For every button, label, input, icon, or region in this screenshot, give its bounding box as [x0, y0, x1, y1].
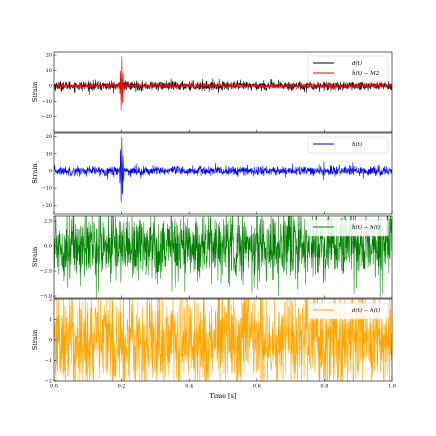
- y-tick-label: −20: [41, 114, 52, 120]
- x-tick-label: 0.8: [320, 384, 328, 390]
- y-tick-label: 20: [46, 134, 52, 140]
- legend-label: h(t): [352, 141, 362, 148]
- panel-second: 20 10 0 −10 −20 Strain h(t): [31, 132, 393, 215]
- axes-frame: [53, 132, 393, 215]
- y-tick-label: 1: [49, 317, 52, 323]
- legend: d(t) − h(t): [307, 302, 389, 320]
- series-line-0: [54, 299, 392, 381]
- series-line-1: [54, 56, 392, 111]
- legend-label: ĥ(t) − M2: [352, 70, 380, 77]
- panel-top: 20 10 0 −10 −20 Strain d(t) ĥ(t) − M2: [31, 51, 393, 133]
- x-tick-label: 0.0: [50, 384, 58, 390]
- y-tick-label: 2: [49, 297, 52, 303]
- y-tick-label: 0: [49, 338, 52, 344]
- panel-bottom: 2 1 0 −1 −20.0 0.2 0.4 0.6 0.8 1.0 Strain d(t) − h(…: [31, 297, 396, 390]
- series-line-0: [54, 137, 392, 203]
- legend-box: [307, 302, 389, 320]
- legend-label: d(t): [352, 60, 362, 67]
- legend-label: d(t) − h(t): [352, 307, 380, 314]
- legend-box: [307, 219, 389, 237]
- y-tick-label: 2.5: [44, 219, 52, 225]
- y-tick-label: −10: [41, 186, 52, 192]
- panel-third: 2.5 0.0 −2.5 −5.0 Strain ĥ(t) − h(t): [31, 215, 393, 300]
- axes-frame: [53, 51, 393, 133]
- y-tick-label: −2: [45, 379, 52, 385]
- x-tick-label: 1.0: [388, 384, 396, 390]
- legend-box: [307, 55, 389, 83]
- y-axis-label: Strain: [31, 163, 39, 183]
- legend: d(t) ĥ(t) − M2: [307, 55, 389, 83]
- y-tick-label: −1: [45, 358, 52, 364]
- y-tick-label: −2.5: [40, 269, 52, 275]
- legend-box: [307, 136, 389, 154]
- y-axis-label: Strain: [31, 247, 39, 267]
- axes-frame: [53, 215, 393, 299]
- x-axis-label: Time [s]: [210, 392, 237, 400]
- x-tick-label: 0.2: [118, 384, 126, 390]
- y-tick-label: −10: [41, 99, 52, 105]
- x-tick-label: 0.6: [253, 384, 261, 390]
- y-tick-label: 0.0: [44, 244, 52, 250]
- y-tick-label: −5.0: [40, 294, 52, 300]
- series-line-0: [54, 216, 392, 298]
- legend: ĥ(t) − h(t): [307, 219, 389, 237]
- y-tick-label: 20: [46, 53, 52, 59]
- legend-label: ĥ(t) − h(t): [352, 224, 380, 231]
- y-axis-label: Strain: [31, 330, 39, 350]
- legend: h(t): [307, 136, 389, 154]
- y-tick-label: −20: [41, 203, 52, 209]
- y-tick-label: 0: [49, 83, 52, 89]
- y-tick-label: 10: [46, 68, 52, 74]
- y-axis-label: Strain: [31, 82, 39, 102]
- y-tick-label: 10: [46, 151, 52, 157]
- y-tick-label: 0: [49, 169, 52, 175]
- x-tick-label: 0.4: [185, 384, 193, 390]
